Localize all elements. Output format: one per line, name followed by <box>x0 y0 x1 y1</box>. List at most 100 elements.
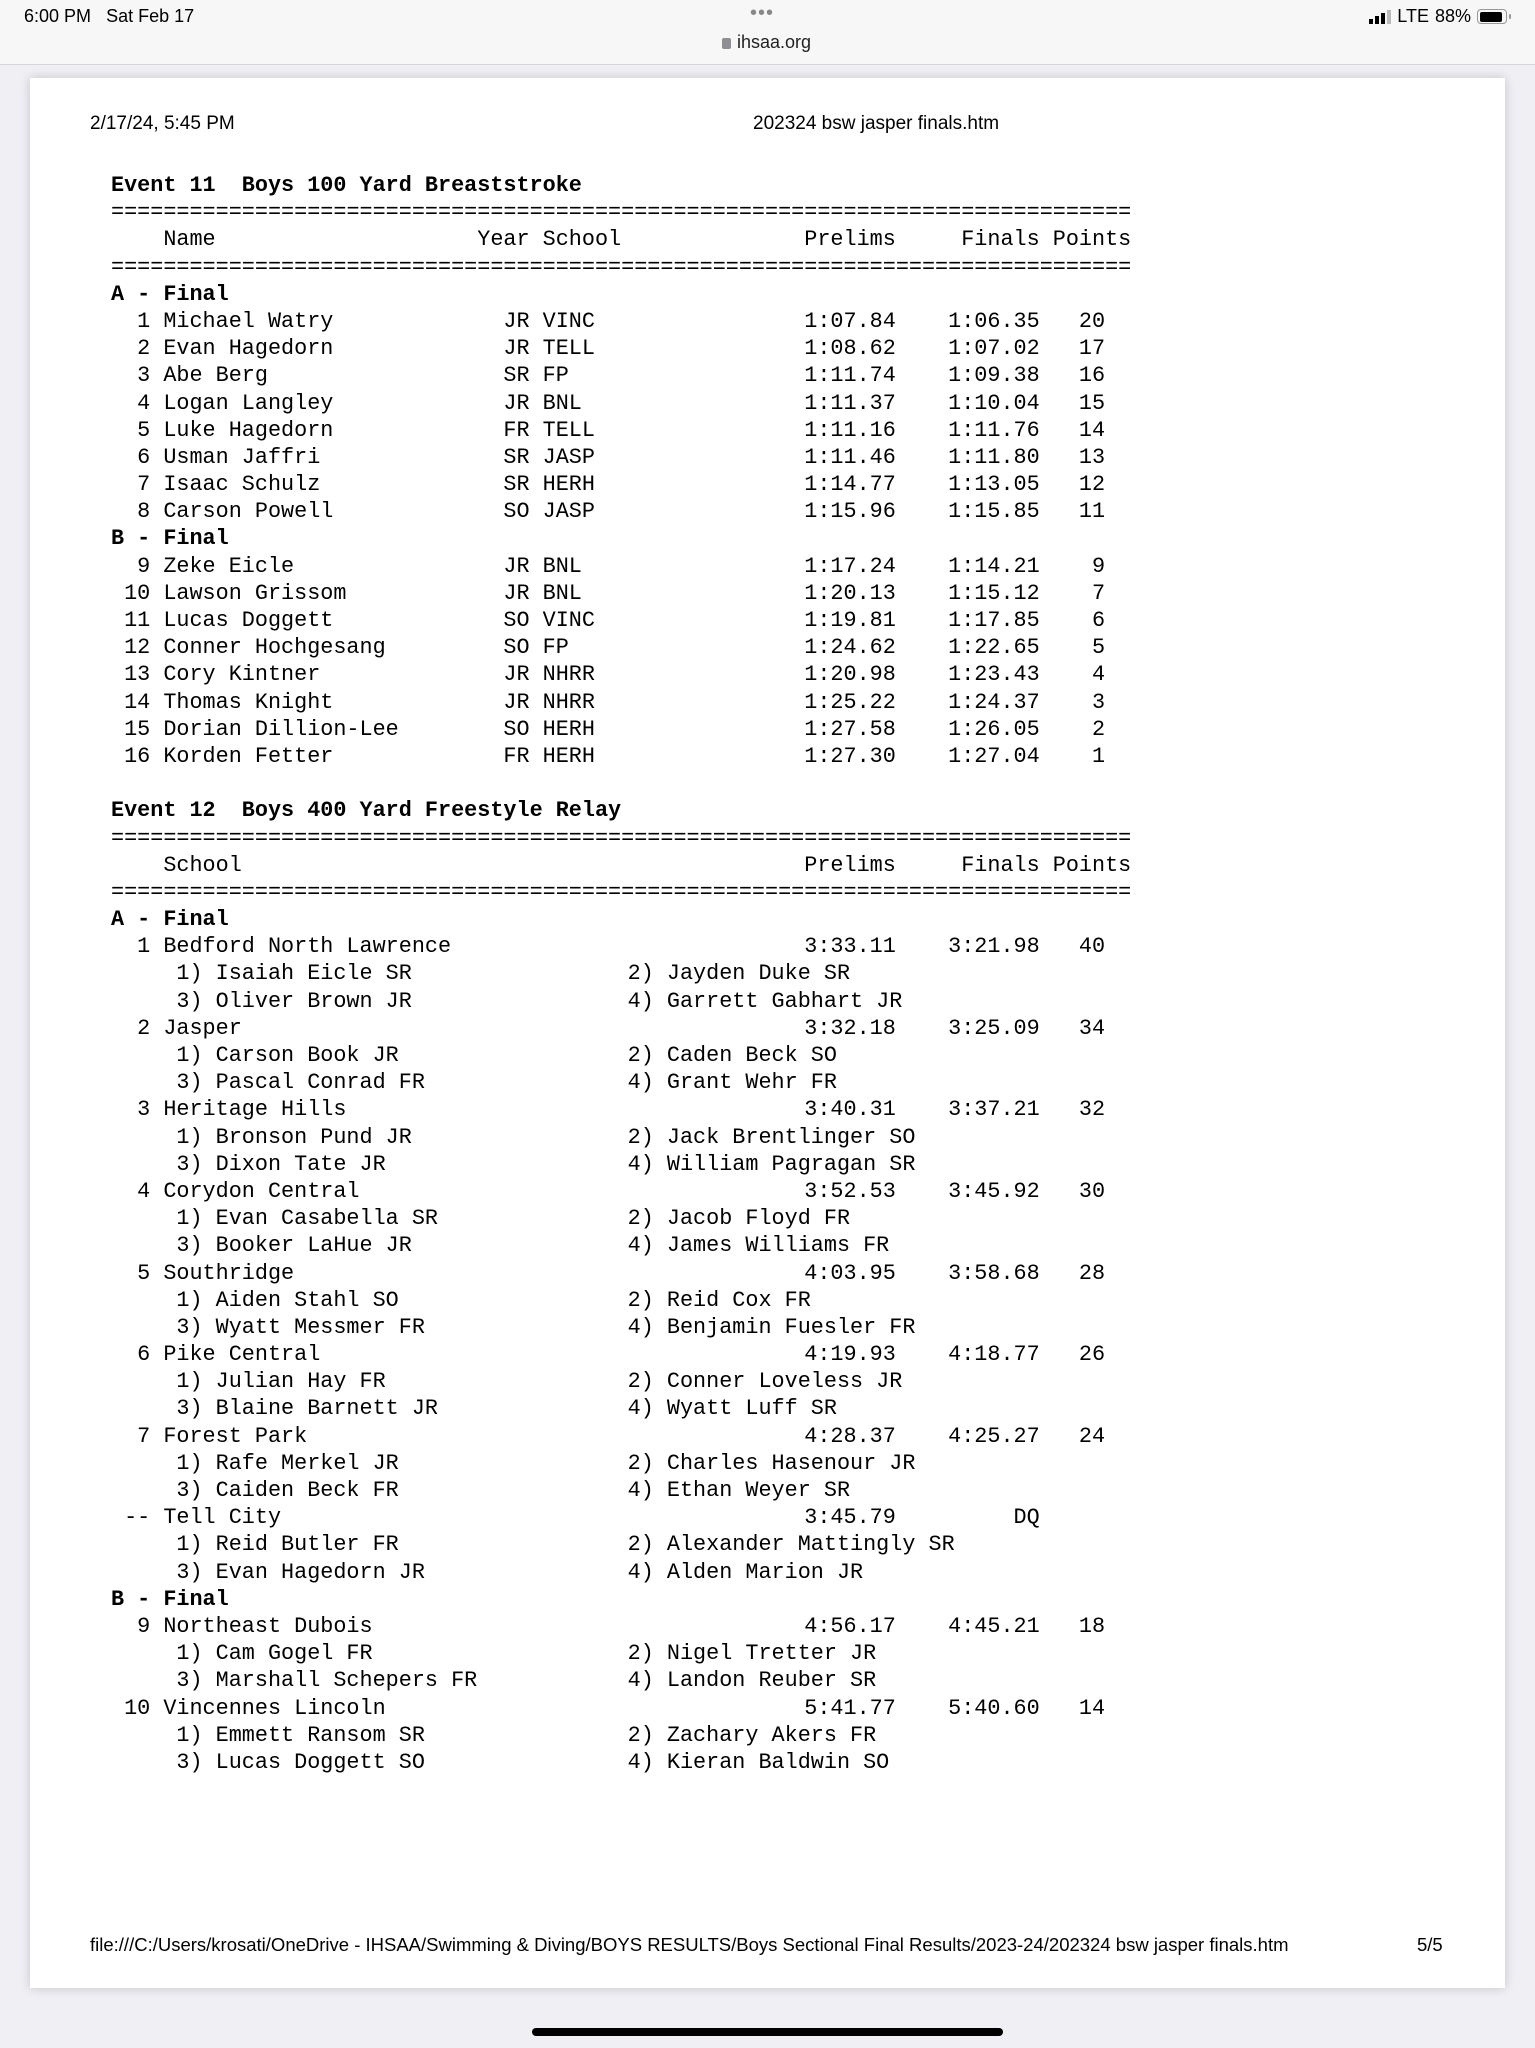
relay-swimmer: 3) Wyatt Messmer FR <box>176 1314 425 1340</box>
url-text: ihsaa.org <box>737 32 812 52</box>
finals-time: 3:45.92 <box>948 1178 1040 1204</box>
prelims-time: 3:33.11 <box>804 934 896 960</box>
swimmer-name: Michael Watry <box>163 308 334 334</box>
separator-line: ========================================… <box>111 254 1132 280</box>
place: 3 <box>137 1097 151 1123</box>
swimmer-name: Lucas Doggett <box>163 608 334 633</box>
col-prelims: Prelims <box>804 852 896 878</box>
relay-swimmer: 4) Landon Reuber SR <box>627 1668 877 1694</box>
relay-swimmer: 4) William Pagragan SR <box>627 1151 916 1177</box>
col-finals: Finals <box>961 852 1040 878</box>
place: 6 <box>137 444 151 470</box>
relay-swimmer: 2) Nigel Tretter JR <box>627 1641 877 1667</box>
points: 6 <box>1091 608 1106 633</box>
home-indicator[interactable] <box>532 2028 1003 2036</box>
finals-time: 1:09.38 <box>948 363 1040 389</box>
place: 10 <box>124 1695 151 1721</box>
heat-label: B - Final <box>111 526 229 552</box>
relay-swimmer: 2) Jack Brentlinger SO <box>627 1124 916 1150</box>
address-bar[interactable]: ihsaa.org <box>722 32 811 53</box>
finals-time: 1:22.65 <box>948 635 1040 661</box>
year: JR <box>503 553 530 579</box>
relay-swimmer: 3) Blaine Barnett JR <box>176 1396 438 1422</box>
points: 15 <box>1078 390 1106 416</box>
place: 5 <box>137 417 151 443</box>
page-number: 5/5 <box>1417 1934 1443 1955</box>
finals-time: 4:45.21 <box>948 1613 1040 1639</box>
status-time: 6:00 PM Sat Feb 17 <box>24 6 194 27</box>
battery-percent: 88% <box>1434 6 1471 26</box>
relay-swimmer: 2) Reid Cox FR <box>627 1287 811 1313</box>
finals-time: 1:15.85 <box>948 499 1040 525</box>
relay-swimmer: 4) James Williams FR <box>627 1233 890 1259</box>
points: 14 <box>1078 1695 1106 1721</box>
swimmer-name: Dorian Dillion-Lee <box>163 716 399 742</box>
heat-label: A - Final <box>111 281 229 307</box>
swimmer-name: Zeke Eicle <box>163 553 295 579</box>
team-name: Northeast Dubois <box>163 1613 373 1639</box>
time: 6:00 PM <box>24 6 92 26</box>
points: 12 <box>1078 472 1106 498</box>
team-name: Southridge <box>163 1260 295 1286</box>
place: 4 <box>137 1178 151 1204</box>
prelims-time: 3:52.53 <box>804 1178 896 1204</box>
finals-time: 3:58.68 <box>948 1260 1040 1286</box>
relay-swimmer: 1) Aiden Stahl SO <box>176 1287 399 1313</box>
finals-time: 4:18.77 <box>948 1342 1040 1368</box>
place: 1 <box>137 308 151 334</box>
finals-time: 3:21.98 <box>948 934 1040 960</box>
event-title: Event 12 Boys 400 Yard Freestyle Relay <box>111 798 622 824</box>
more-dots-icon[interactable]: ••• <box>750 2 775 24</box>
year: JR <box>503 308 530 334</box>
col-points: Points <box>1052 227 1132 253</box>
relay-swimmer: 1) Evan Casabella SR <box>176 1206 438 1232</box>
points: 1 <box>1091 743 1106 769</box>
place: -- <box>124 1505 151 1531</box>
finals-time: 1:07.02 <box>948 336 1040 362</box>
prelims-time: 1:19.81 <box>804 608 896 633</box>
year: FR <box>503 417 530 443</box>
prelims-time: 1:11.16 <box>804 417 896 443</box>
school: HERH <box>542 472 595 498</box>
prelims-time: 3:40.31 <box>804 1097 896 1123</box>
relay-swimmer: 3) Caiden Beck FR <box>176 1478 399 1503</box>
finals-time: 1:06.35 <box>948 308 1040 334</box>
relay-swimmer: 2) Conner Loveless JR <box>627 1369 903 1395</box>
prelims-time: 1:25.22 <box>804 689 896 715</box>
school: HERH <box>542 743 595 769</box>
finals-time: 1:24.37 <box>948 689 1040 715</box>
relay-swimmer: 3) Marshall Schepers FR <box>176 1668 478 1694</box>
place: 1 <box>137 934 151 960</box>
year: JR <box>503 662 530 688</box>
place: 15 <box>124 716 151 742</box>
points: 24 <box>1078 1423 1106 1449</box>
points: 32 <box>1078 1097 1106 1123</box>
relay-swimmer: 2) Zachary Akers FR <box>627 1722 877 1748</box>
swimmer-name: Lawson Grissom <box>163 580 347 606</box>
prelims-time: 1:11.74 <box>804 363 896 389</box>
team-name: Jasper <box>163 1015 242 1041</box>
place: 2 <box>137 1015 151 1041</box>
separator-line: ========================================… <box>111 825 1132 851</box>
swimmer-name: Abe Berg <box>163 363 268 389</box>
col-name: Name <box>163 227 216 253</box>
place: 11 <box>124 608 151 633</box>
status-indicators: LTE 88% <box>1369 6 1511 27</box>
team-name: Corydon Central <box>163 1178 360 1204</box>
points: 18 <box>1078 1613 1106 1639</box>
team-name: Forest Park <box>163 1423 308 1449</box>
relay-swimmer: 3) Lucas Doggett SO <box>176 1749 425 1775</box>
place: 7 <box>137 1423 151 1449</box>
prelims-time: 1:11.46 <box>804 444 896 470</box>
printed-page: 2/17/24, 5:45 PM 202324 bsw jasper final… <box>30 78 1505 1988</box>
points: 26 <box>1078 1342 1106 1368</box>
finals-time: 1:11.80 <box>948 444 1040 470</box>
swimmer-name: Cory Kintner <box>163 662 321 688</box>
date: Sat Feb 17 <box>106 6 195 26</box>
finals-time: 1:15.12 <box>948 580 1040 606</box>
points: 14 <box>1078 417 1106 443</box>
relay-swimmer: 3) Oliver Brown JR <box>176 988 412 1014</box>
prelims-time: 1:27.58 <box>804 716 896 742</box>
school: FP <box>542 363 569 389</box>
prelims-time: 5:41.77 <box>804 1695 896 1721</box>
